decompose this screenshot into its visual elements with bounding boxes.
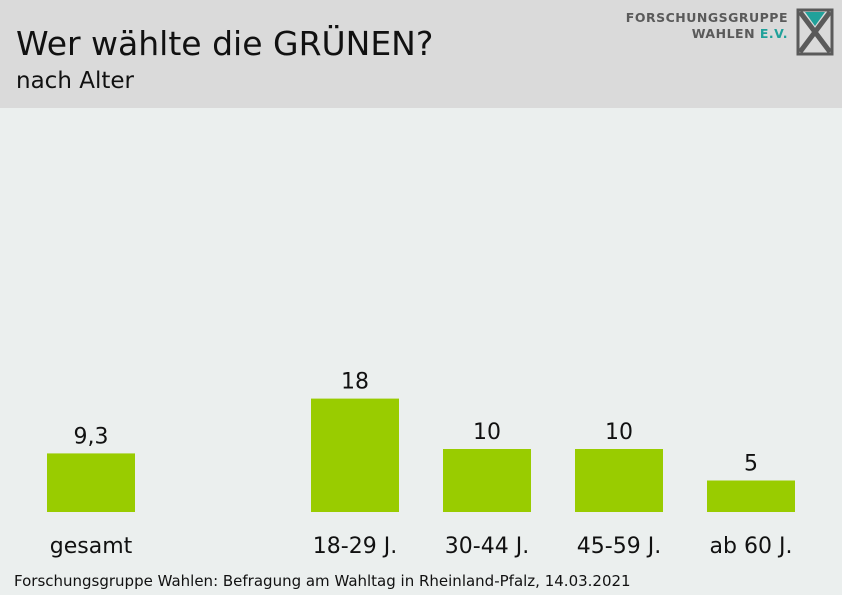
bar-1 <box>311 398 399 512</box>
logo-wahlen: WAHLEN <box>691 26 756 41</box>
category-label-1: 18-29 J. <box>313 534 397 559</box>
value-label-3: 10 <box>605 420 633 445</box>
value-label-1: 18 <box>341 370 369 395</box>
logo-ev: E.V. <box>759 26 788 41</box>
bar-3 <box>575 449 663 512</box>
value-label-0: 9,3 <box>74 424 109 449</box>
source-note: Forschungsgruppe Wahlen: Befragung am Wa… <box>14 572 631 590</box>
forschungsgruppe-x-logo-icon <box>796 8 834 56</box>
chart-title: Wer wählte die GRÜNEN? <box>16 24 434 63</box>
bar-4 <box>707 480 795 512</box>
header-band: Wer wählte die GRÜNEN? nach Alter FORSCH… <box>0 0 842 108</box>
bar-2 <box>443 449 531 512</box>
value-label-2: 10 <box>473 420 501 445</box>
value-label-4: 5 <box>744 452 758 477</box>
bar-0 <box>47 453 135 512</box>
chart-subtitle: nach Alter <box>16 68 134 94</box>
category-label-2: 30-44 J. <box>445 534 529 559</box>
category-label-0: gesamt <box>50 534 133 559</box>
category-label-3: 45-59 J. <box>577 534 661 559</box>
logo-line-1: FORSCHUNGSGRUPPE <box>625 10 788 25</box>
bar-chart: 9,3 gesamt 18 18-29 J. 10 30-44 J. 10 45-59 J. 5… <box>47 370 795 559</box>
logo-line-2: WAHLEN E.V. <box>626 26 788 42</box>
category-label-4: ab 60 J. <box>710 534 793 559</box>
logo-text: FORSCHUNGSGRUPPE WAHLEN E.V. <box>626 10 788 42</box>
